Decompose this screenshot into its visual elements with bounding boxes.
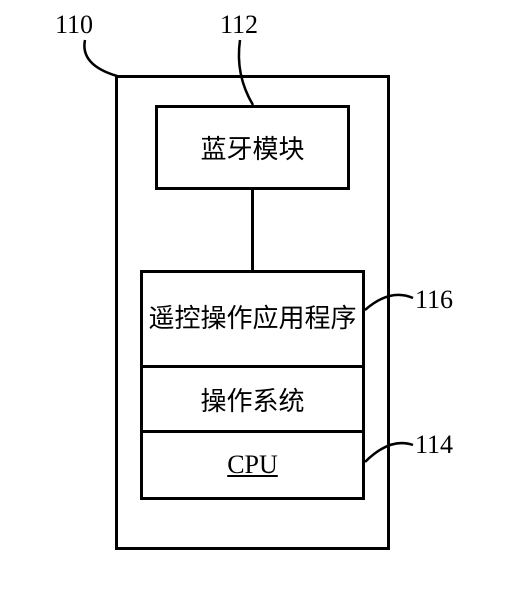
app-cell: 遥控操作应用程序	[143, 273, 362, 368]
connector-line	[251, 190, 254, 270]
ref-label-112: 112	[220, 10, 258, 40]
ref-label-114: 114	[415, 430, 453, 460]
app-label: 遥控操作应用程序	[148, 301, 356, 337]
software-stack-box: 遥控操作应用程序 操作系统 CPU	[140, 270, 365, 500]
cpu-label: CPU	[227, 450, 278, 480]
bluetooth-module-box: 蓝牙模块	[155, 105, 350, 190]
bluetooth-label: 蓝牙模块	[200, 129, 304, 166]
os-label: 操作系统	[200, 381, 304, 418]
ref-label-110: 110	[55, 10, 93, 40]
os-cell: 操作系统	[143, 368, 362, 433]
ref-label-116: 116	[415, 285, 453, 315]
cpu-cell: CPU	[143, 433, 362, 497]
